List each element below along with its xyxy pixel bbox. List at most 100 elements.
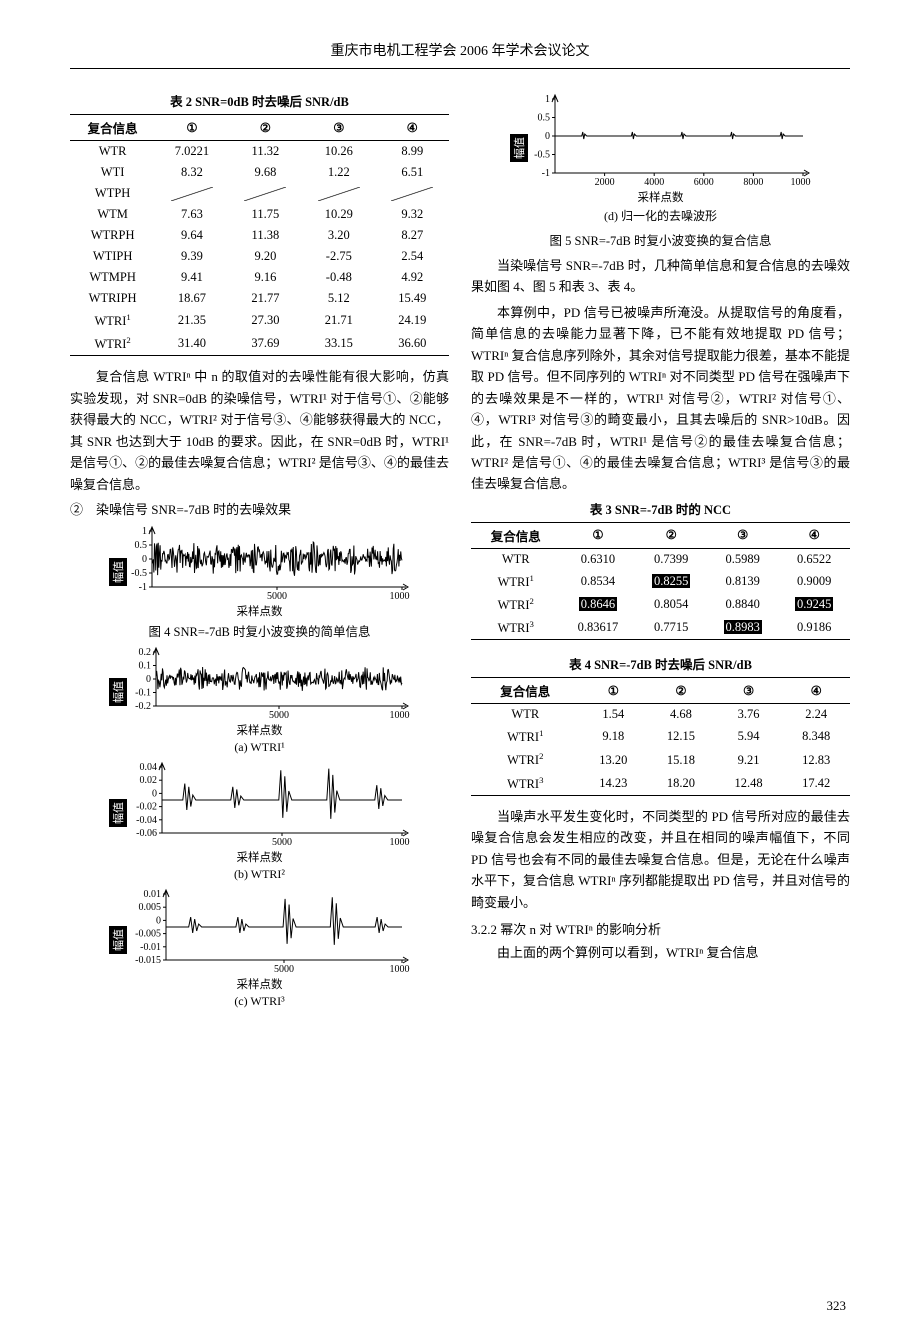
row-label: WTRI2 (471, 748, 580, 771)
table-cell: 8.99 (376, 141, 449, 163)
table-cell: 12.15 (647, 725, 715, 748)
svg-text:0.04: 0.04 (139, 762, 157, 773)
table-header: 复合信息 (471, 678, 580, 704)
table-row: WTRI213.2015.189.2112.83 (471, 748, 850, 771)
table-cell: 2.24 (782, 704, 850, 726)
table-cell (302, 183, 375, 204)
svg-text:-0.2: -0.2 (135, 701, 151, 712)
chart-a-sublabel: (a) WTRI¹ (70, 740, 449, 755)
chart-d-sublabel: (d) 归一化的去噪波形 (471, 207, 850, 224)
table-cell: 0.5989 (707, 548, 779, 570)
table-cell: 9.39 (155, 246, 228, 267)
chart-d-caption: 图 5 SNR=-7dB 时复小波变换的复合信息 (471, 230, 850, 249)
svg-text:5000: 5000 (269, 710, 289, 721)
table-cell: 4.92 (376, 267, 449, 288)
table-cell: 15.18 (647, 748, 715, 771)
content-columns: 表 2 SNR=0dB 时去噪后 SNR/dB 复合信息①②③④ WTR7.02… (0, 87, 920, 1015)
table-cell: 8.32 (155, 162, 228, 183)
table-row: WTPH (70, 183, 449, 204)
table-cell: 5.12 (302, 288, 375, 309)
table-cell: 21.77 (229, 288, 302, 309)
chart-d: 幅值 -1-0.500.51200040006000800010000 采样点数 (511, 91, 811, 205)
table-cell: 4.68 (647, 704, 715, 726)
table-cell: 0.6522 (778, 548, 850, 570)
chart-c-ylabel: 幅值 (109, 926, 127, 954)
table-cell: 14.23 (580, 772, 648, 796)
table-cell: 0.8983 (707, 616, 779, 640)
table-cell: 7.63 (155, 204, 228, 225)
chart-fig4: 幅值 -1-0.500.51500010000 采样点数 (110, 525, 410, 619)
svg-text:0: 0 (156, 915, 161, 926)
svg-text:0.2: 0.2 (138, 647, 151, 658)
table-cell: 0.9245 (778, 593, 850, 616)
table-cell (376, 183, 449, 204)
table-2: 表 2 SNR=0dB 时去噪后 SNR/dB 复合信息①②③④ WTR7.02… (70, 91, 449, 356)
svg-text:-1: -1 (541, 168, 549, 179)
table-cell: 36.60 (376, 332, 449, 356)
table-row: WTRI20.86460.80540.88400.9245 (471, 593, 850, 616)
table-cell: 6.51 (376, 162, 449, 183)
table-row: WTRI314.2318.2012.4817.42 (471, 772, 850, 796)
table-cell: 9.18 (580, 725, 648, 748)
chart-a-xlabel: 采样点数 (110, 722, 410, 738)
svg-text:0.5: 0.5 (537, 113, 550, 124)
table-cell: 17.42 (782, 772, 850, 796)
table-cell: -2.75 (302, 246, 375, 267)
svg-text:5000: 5000 (274, 964, 294, 975)
table-header: ④ (376, 115, 449, 141)
row-label: WTRI1 (70, 309, 155, 332)
svg-text:0: 0 (152, 788, 157, 799)
table-header: 复合信息 (70, 115, 155, 141)
table-cell: 0.8840 (707, 593, 779, 616)
svg-text:0: 0 (142, 554, 147, 565)
svg-text:-0.06: -0.06 (136, 828, 157, 839)
chart-c-sublabel: (c) WTRI³ (70, 994, 449, 1009)
svg-text:10000: 10000 (389, 591, 410, 602)
svg-text:1: 1 (545, 94, 550, 105)
svg-text:-0.01: -0.01 (140, 941, 161, 952)
table-row: WTM7.6311.7510.299.32 (70, 204, 449, 225)
table-cell: 21.71 (302, 309, 375, 332)
chart-a-ylabel: 幅值 (109, 678, 127, 706)
table-row: WTR7.022111.3210.268.99 (70, 141, 449, 163)
right-para-5: 由上面的两个算例可以看到，WTRIⁿ 复合信息 (471, 942, 850, 963)
row-label: WTR (471, 548, 560, 570)
table-cell: 11.75 (229, 204, 302, 225)
svg-text:4000: 4000 (644, 177, 664, 188)
table-cell: 8.27 (376, 225, 449, 246)
table-header: ③ (707, 522, 779, 548)
row-label: WTMPH (70, 267, 155, 288)
table-header: ① (155, 115, 228, 141)
row-label: WTRI2 (70, 332, 155, 356)
table-4: 表 4 SNR=-7dB 时去噪后 SNR/dB 复合信息①②③④ WTR1.5… (471, 654, 850, 795)
table-cell: 9.21 (715, 748, 783, 771)
svg-text:-0.005: -0.005 (135, 928, 161, 939)
left-column: 表 2 SNR=0dB 时去噪后 SNR/dB 复合信息①②③④ WTR7.02… (70, 87, 449, 1015)
table-cell: 5.94 (715, 725, 783, 748)
chart-b-ylabel: 幅值 (109, 799, 127, 827)
page-header: 重庆市电机工程学会 2006 年学术会议论文 (70, 0, 850, 69)
row-label: WTRI2 (471, 593, 560, 616)
table-cell: 21.35 (155, 309, 228, 332)
right-para-4: 当噪声水平发生变化时，不同类型的 PD 信号所对应的最佳去噪复合信息会发生相应的… (471, 806, 850, 913)
row-label: WTRI1 (471, 725, 580, 748)
table-cell: 31.40 (155, 332, 228, 356)
table-cell: 9.41 (155, 267, 228, 288)
row-label: WTI (70, 162, 155, 183)
table-cell: 18.20 (647, 772, 715, 796)
table-header: ④ (782, 678, 850, 704)
row-label: WTR (70, 141, 155, 163)
table-header: ③ (715, 678, 783, 704)
table-row: WTRI19.1812.155.948.348 (471, 725, 850, 748)
svg-text:-0.04: -0.04 (136, 814, 157, 825)
chart-fig4-ylabel: 幅值 (109, 558, 127, 586)
row-label: WTPH (70, 183, 155, 204)
right-column: 幅值 -1-0.500.51200040006000800010000 采样点数… (471, 87, 850, 1015)
chart-c: 幅值 -0.015-0.01-0.00500.0050.01500010000 … (110, 888, 410, 992)
table-cell: 0.7399 (635, 548, 707, 570)
svg-text:0: 0 (146, 674, 151, 685)
table-header: ② (229, 115, 302, 141)
table-header: ① (560, 522, 635, 548)
table-header: ① (580, 678, 648, 704)
table-3-caption: 表 3 SNR=-7dB 时的 NCC (471, 499, 850, 522)
